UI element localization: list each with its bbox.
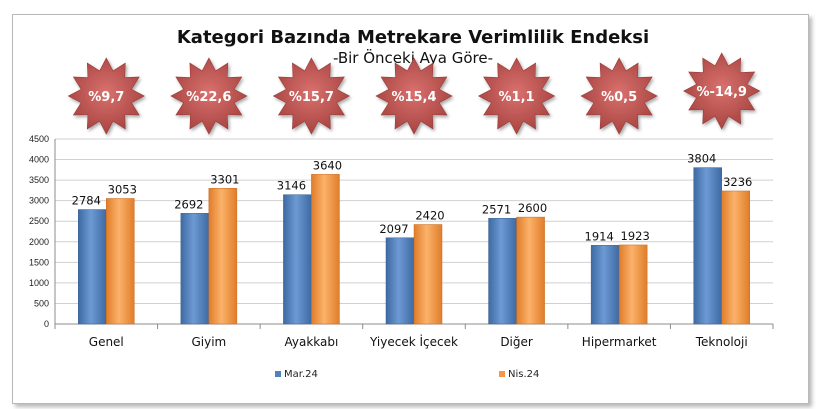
data-label: 3146	[277, 179, 306, 193]
change-badge: %-14,9	[683, 52, 761, 130]
data-label: 1923	[621, 229, 650, 243]
star-badge-shape	[375, 57, 453, 135]
legend-swatch	[275, 371, 281, 377]
change-badge: %22,6	[170, 57, 248, 135]
chart-frame: Kategori Bazında Metrekare Verimlilik En…	[12, 14, 809, 404]
category-label: Yiyecek İçecek	[369, 334, 458, 349]
bars: 2784 3053 2692 3301 3146 3640 2097 2420 2571 2600…	[72, 152, 752, 325]
category-label: Diğer	[500, 335, 533, 349]
data-label: 2420	[415, 209, 444, 223]
badge-label: %9,7	[88, 90, 124, 105]
bar-nis	[208, 188, 238, 325]
badge-label: %22,6	[186, 90, 231, 105]
change-badges: %9,7 %22,6 %15,7 %15,4 %1,1 %0,5 %-14,9	[67, 52, 761, 135]
star-badge-shape	[170, 57, 248, 135]
star-badge-shape	[683, 52, 761, 130]
y-tick-label: 3000	[29, 196, 49, 206]
y-tick-label: 2000	[29, 237, 49, 247]
data-label: 3640	[313, 158, 342, 172]
data-label: 2571	[482, 202, 511, 216]
y-tick-label: 1500	[29, 257, 49, 267]
bar-mar	[78, 209, 107, 325]
change-badge: %15,4	[375, 57, 453, 135]
badge-label: %-14,9	[696, 85, 747, 100]
data-label: 2784	[72, 194, 101, 208]
chart-title: Kategori Bazında Metrekare Verimlilik En…	[177, 27, 649, 48]
change-badge: %1,1	[477, 57, 556, 135]
bar-nis	[516, 216, 545, 325]
y-tick-label: 500	[34, 298, 49, 308]
bar-nis	[413, 224, 443, 325]
y-axis: 0 500 1000 1500 2000 2500 3000 3500 4000 4500	[29, 134, 56, 329]
legend-swatch	[499, 371, 505, 377]
legend: Mar.24 Nis.24	[275, 369, 539, 380]
y-tick-label: 2500	[29, 216, 49, 226]
bar-mar	[385, 237, 415, 325]
bar-mar	[488, 218, 517, 325]
change-badge: %15,7	[272, 57, 351, 135]
category-label: Hipermarket	[582, 335, 657, 349]
y-tick-label: 4500	[29, 134, 49, 144]
star-badge-shape	[580, 57, 658, 135]
badge-label: %0,5	[601, 90, 637, 105]
category-label: Genel	[89, 335, 124, 349]
y-tick-label: 1000	[29, 278, 49, 288]
data-label: 2692	[174, 197, 203, 211]
badge-label: %1,1	[499, 90, 535, 105]
bar-nis	[311, 174, 340, 325]
badge-label: %15,4	[391, 90, 436, 105]
bar-nis	[721, 190, 750, 325]
data-label: 1914	[585, 229, 614, 243]
y-tick-label: 0	[44, 319, 49, 329]
chart-canvas: Kategori Bazında Metrekare Verimlilik En…	[29, 27, 774, 380]
badge-label: %15,7	[289, 90, 334, 105]
change-badge: %0,5	[580, 57, 658, 135]
category-label: Ayakkabı	[285, 335, 339, 349]
star-badge-shape	[67, 57, 145, 135]
bar-mar	[693, 167, 722, 325]
category-label: Giyim	[191, 335, 226, 349]
legend-item: Mar.24	[275, 369, 318, 380]
data-label: 2097	[379, 222, 408, 236]
legend-item: Nis.24	[499, 369, 539, 380]
y-tick-label: 4000	[29, 155, 49, 165]
data-label: 3236	[723, 175, 752, 189]
legend-label: Nis.24	[508, 369, 539, 380]
bar-nis	[106, 198, 135, 325]
data-label: 3804	[687, 152, 716, 166]
bar-mar	[590, 245, 620, 325]
chart-subtitle: -Bir Önceki Aya Göre-	[333, 48, 493, 67]
bar-mar	[283, 194, 312, 325]
data-label: 3301	[210, 172, 239, 186]
bar-mar	[180, 213, 210, 325]
data-label: 2600	[518, 201, 547, 215]
star-badge-shape	[477, 57, 556, 135]
change-badge: %9,7	[67, 57, 145, 135]
data-label: 3053	[108, 182, 137, 196]
star-badge-shape	[272, 57, 351, 135]
legend-label: Mar.24	[284, 369, 318, 380]
y-tick-label: 3500	[29, 175, 49, 185]
bar-nis	[618, 244, 648, 325]
category-label: Teknoloji	[695, 335, 748, 349]
x-axis: Genel Giyim Ayakkabı Yiyecek İçecek Diğer Hip…	[54, 324, 774, 349]
